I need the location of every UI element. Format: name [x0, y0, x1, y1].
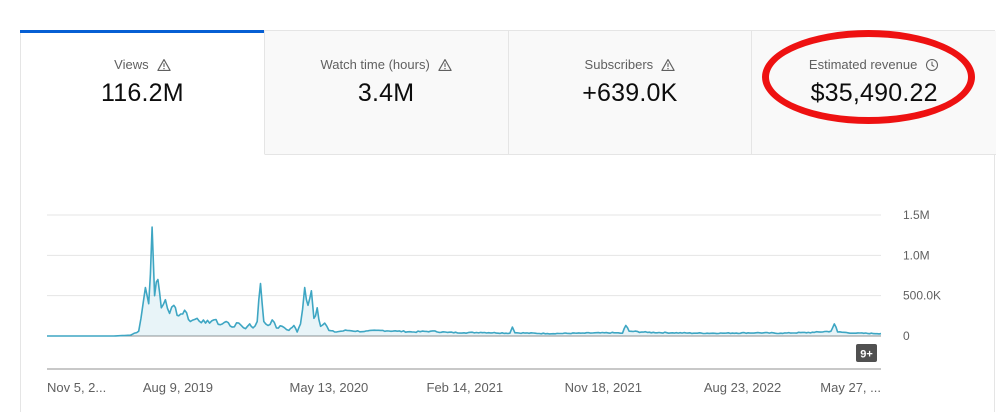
y-tick-label: 1.5M — [903, 208, 930, 222]
tab-estimated-revenue[interactable]: Estimated revenue $35,490.22 — [752, 31, 996, 155]
tab-views[interactable]: Views 116.2M — [20, 30, 265, 155]
warning-icon — [661, 58, 675, 71]
annotations-badge-label: 9+ — [860, 349, 873, 361]
y-tick-label: 1.0M — [903, 248, 930, 262]
analytics-card: Views 116.2M Watch time (hours) 3.4M — [20, 30, 996, 412]
annotations-badge[interactable]: 9+ — [856, 344, 877, 362]
tab-watch-time[interactable]: Watch time (hours) 3.4M — [264, 31, 509, 155]
clock-icon — [926, 58, 939, 71]
x-tick-label: Nov 5, 2... — [47, 380, 106, 395]
tab-value: $35,490.22 — [810, 79, 938, 107]
x-tick-label: Feb 14, 2021 — [427, 380, 504, 395]
y-axis-labels: 0 500.0K 1.0M 1.5M — [903, 208, 941, 343]
x-tick-label: May 13, 2020 — [290, 380, 369, 395]
tab-label: Watch time (hours) — [320, 57, 430, 72]
x-tick-label: Aug 9, 2019 — [143, 380, 213, 395]
metric-tabs: Views 116.2M Watch time (hours) 3.4M — [20, 30, 996, 155]
tab-value: +639.0K — [582, 79, 678, 107]
tab-value: 116.2M — [101, 79, 184, 107]
tab-label: Views — [114, 57, 149, 72]
x-tick-label: Nov 18, 2021 — [565, 380, 642, 395]
warning-icon — [156, 58, 171, 71]
tab-value: 3.4M — [357, 79, 415, 107]
y-tick-label: 500.0K — [903, 289, 941, 303]
x-axis-labels: Nov 5, 2... Aug 9, 2019 May 13, 2020 Feb 14… — [47, 380, 881, 395]
views-series-area — [47, 227, 881, 336]
tab-label: Subscribers — [584, 57, 654, 72]
x-tick-label: May 27, ... — [820, 380, 881, 395]
tab-subscribers[interactable]: Subscribers +639.0K — [508, 31, 753, 155]
views-series-line — [47, 226, 882, 337]
warning-icon — [438, 58, 452, 71]
x-tick-label: Aug 23, 2022 — [704, 380, 781, 395]
chart-grid — [47, 214, 881, 337]
tab-label: Estimated revenue — [808, 57, 918, 72]
y-tick-label: 0 — [903, 329, 910, 343]
